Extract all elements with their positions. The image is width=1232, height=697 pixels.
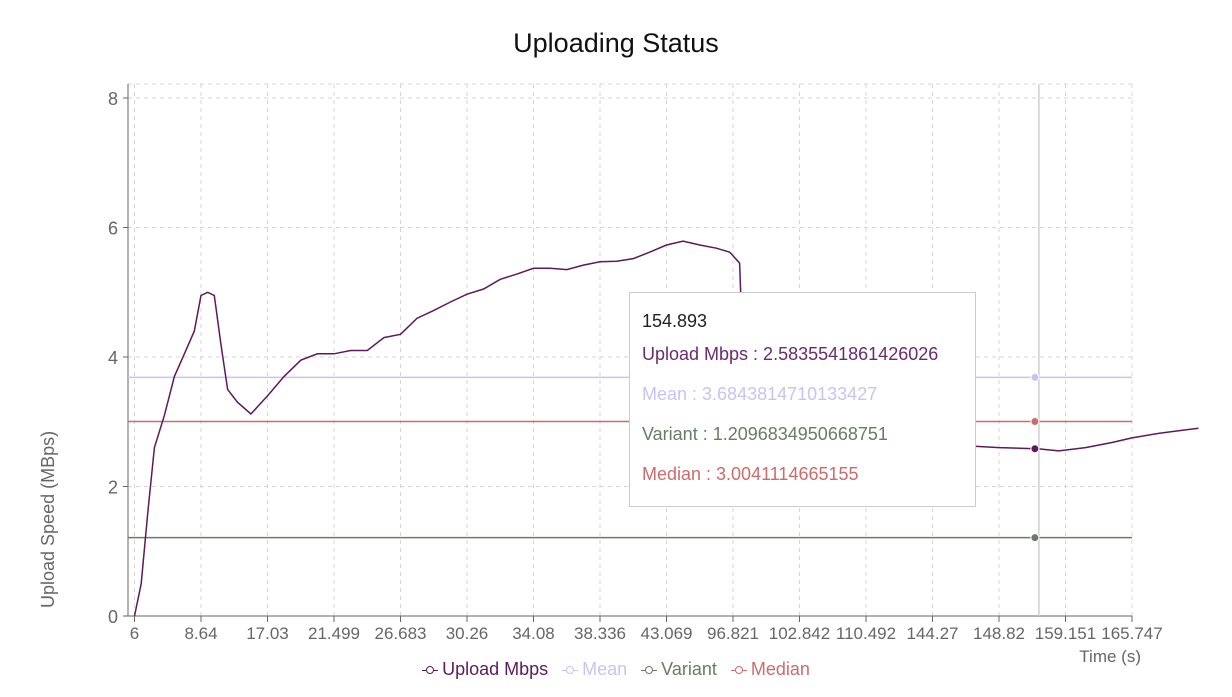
x-tick-label: 144.27 (907, 624, 959, 643)
legend-marker-icon (562, 665, 579, 675)
tooltip-row-median: Median : 3.0041114665155 (642, 464, 859, 484)
tooltip-x-value: 154.893 (642, 311, 708, 331)
x-tick-label: 17.03 (246, 624, 289, 643)
x-tick-label: 6 (130, 624, 139, 643)
x-tick-label: 165.747 (1101, 624, 1162, 643)
legend-label: Upload Mbps (442, 659, 549, 679)
hover-dot-variant (1030, 533, 1040, 543)
x-axis-label: Time (s) (1079, 647, 1141, 666)
x-tick-label: 102.842 (769, 624, 830, 643)
x-tick-label: 30.26 (446, 624, 489, 643)
y-tick-label: 2 (108, 478, 118, 498)
legend-label: Variant (661, 659, 717, 679)
hover-dot-median (1030, 416, 1040, 426)
y-tick-label: 8 (108, 89, 118, 109)
legend-label: Mean (582, 659, 628, 679)
tooltip: 154.893 Upload Mbps : 2.5835541861426026… (629, 292, 976, 507)
x-tick-label: 159.151 (1035, 624, 1096, 643)
x-tick-label: 38.336 (574, 624, 626, 643)
legend-item-median[interactable]: Median (730, 659, 810, 680)
tooltip-row-mean: Mean : 3.6843814710133427 (642, 384, 878, 404)
x-tick-label: 26.683 (375, 624, 427, 643)
x-tick-label: 34.08 (512, 624, 555, 643)
legend-item-mean[interactable]: Mean (562, 659, 627, 680)
x-tick-label: 148.82 (973, 624, 1025, 643)
legend-item-upload[interactable]: Upload Mbps (422, 659, 548, 680)
x-tick-label: 110.492 (836, 624, 896, 643)
tooltip-row-upload: Upload Mbps : 2.5835541861426026 (642, 344, 939, 364)
x-tick-label: 21.499 (308, 624, 360, 643)
x-tick-label: 96.821 (707, 624, 759, 643)
y-tick-label: 6 (108, 219, 118, 239)
legend-marker-icon (730, 665, 747, 675)
legend-item-variant[interactable]: Variant (641, 659, 717, 680)
hover-dot-upload (1030, 444, 1040, 454)
chart-title: Uploading Status (513, 28, 719, 58)
legend-label: Median (750, 659, 810, 679)
x-tick-label: 43.069 (641, 624, 693, 643)
legend-marker-icon (422, 665, 439, 675)
y-tick-label: 0 (108, 607, 118, 627)
legend-marker-icon (641, 665, 658, 675)
y-tick-label: 4 (108, 348, 118, 368)
legend: Upload Mbps Mean Variant Median (0, 659, 1232, 680)
tooltip-row-variant: Variant : 1.2096834950668751 (642, 424, 888, 444)
hover-dot-mean (1030, 372, 1040, 382)
y-axis-label: Upload Speed (MBps) (38, 430, 58, 608)
x-tick-label: 8.64 (184, 624, 217, 643)
